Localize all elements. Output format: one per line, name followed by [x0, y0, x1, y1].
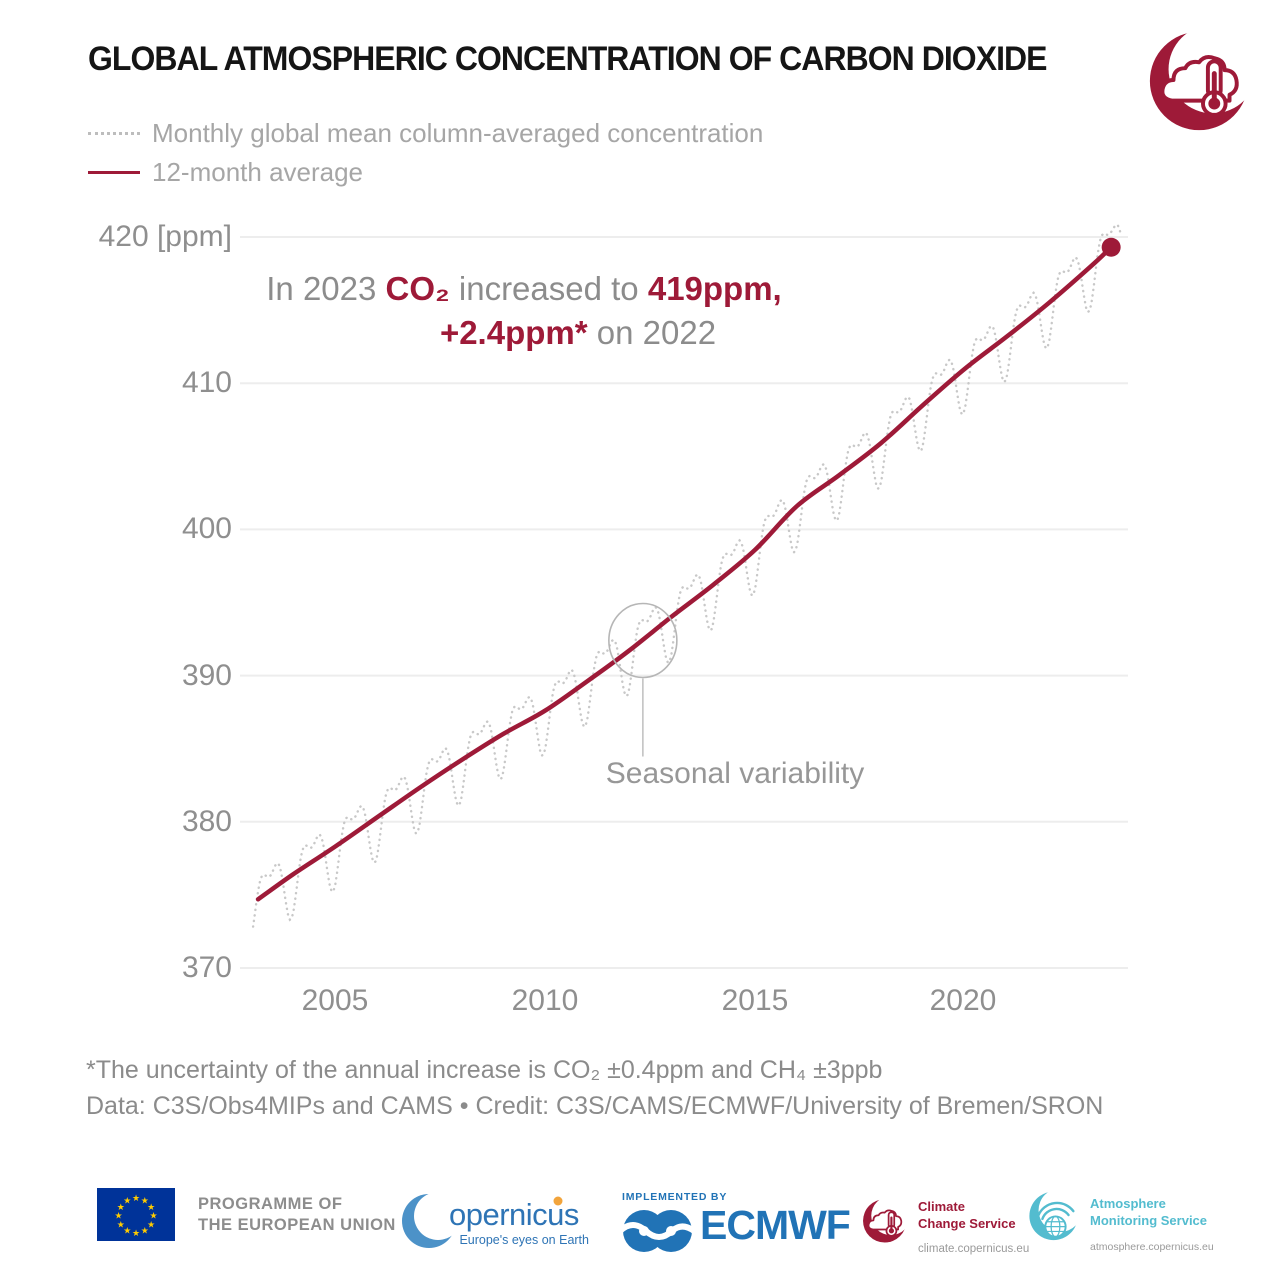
legend-item-monthly: Monthly global mean column-averaged conc… [88, 116, 763, 150]
y-tick-390: 390 [181, 659, 232, 692]
x-tick-2010: 2010 [511, 984, 579, 1017]
y-tick-380: 380 [181, 805, 232, 838]
ams-label-line1: Atmosphere [1090, 1196, 1166, 1211]
svg-text:★: ★ [117, 1202, 125, 1212]
x-tick-2005: 2005 [301, 984, 369, 1017]
svg-text:★: ★ [117, 1219, 125, 1229]
svg-text:★: ★ [141, 1195, 149, 1205]
legend-item-average: 12-month average [88, 155, 363, 189]
copernicus-satellite-dot-icon [553, 1196, 563, 1206]
seasonal-variability-label: Seasonal variability [605, 757, 865, 790]
page-title: GLOBAL ATMOSPHERIC CONCENTRATION OF CARB… [88, 40, 1048, 78]
y-tick-400: 400 [181, 512, 232, 545]
climate-logo-icon [1138, 20, 1266, 138]
svg-text:★: ★ [132, 1228, 140, 1238]
ecmwf-mark-icon [622, 1210, 694, 1252]
c3s-url: climate.copernicus.eu [918, 1243, 1030, 1255]
y-tick-410: 410 [181, 366, 232, 399]
footnote-uncertainty: *The uncertainty of the annual increase … [86, 1056, 883, 1084]
dotted-line-swatch-icon [88, 131, 140, 135]
x-tick-2015: 2015 [721, 984, 789, 1017]
y-tick-370: 370 [181, 951, 232, 984]
implemented-by-label: IMPLEMENTED BY [622, 1191, 728, 1203]
svg-text:★: ★ [147, 1202, 155, 1212]
copernicus-tagline: Europe's eyes on Earth [459, 1233, 589, 1247]
legend-monthly-label: Monthly global mean column-averaged conc… [152, 117, 764, 148]
legend-average-label: 12-month average [152, 156, 364, 187]
eu-flag-icon: ★ ★★★★★★★★★★★ [97, 1188, 175, 1241]
svg-text:★: ★ [132, 1193, 140, 1203]
solid-line-swatch-icon [88, 170, 140, 174]
ams-url: atmosphere.copernicus.eu [1090, 1241, 1214, 1253]
svg-text:★: ★ [114, 1211, 122, 1221]
svg-text:★: ★ [141, 1226, 149, 1236]
y-tick-420: 420 [ppm] [98, 220, 232, 253]
ams-label-line2: Monitoring Service [1090, 1213, 1208, 1228]
c3s-mark-icon [862, 1195, 912, 1244]
svg-text:★: ★ [123, 1195, 131, 1205]
ams-mark-icon [1028, 1187, 1084, 1242]
svg-text:★: ★ [147, 1219, 155, 1229]
annotation-line1: In 2023 CO₂ increased to 419ppm, [266, 270, 782, 307]
eu-programme-label: PROGRAMME OF THE EUROPEAN UNION [198, 1195, 396, 1234]
x-tick-2020: 2020 [929, 984, 997, 1017]
annotation-line2: +2.4ppm* on 2022 [439, 314, 717, 351]
svg-text:★: ★ [123, 1226, 131, 1236]
ecmwf-wordmark: ECMWF [700, 1202, 851, 1248]
svg-text:★: ★ [149, 1211, 157, 1221]
c3s-label-line2: Change Service [918, 1216, 1016, 1231]
copernicus-swoosh-icon [402, 1192, 455, 1248]
footnote-credit: Data: C3S/Obs4MIPs and CAMS • Credit: C3… [86, 1092, 1104, 1120]
c3s-label-line1: Climate [918, 1199, 965, 1214]
